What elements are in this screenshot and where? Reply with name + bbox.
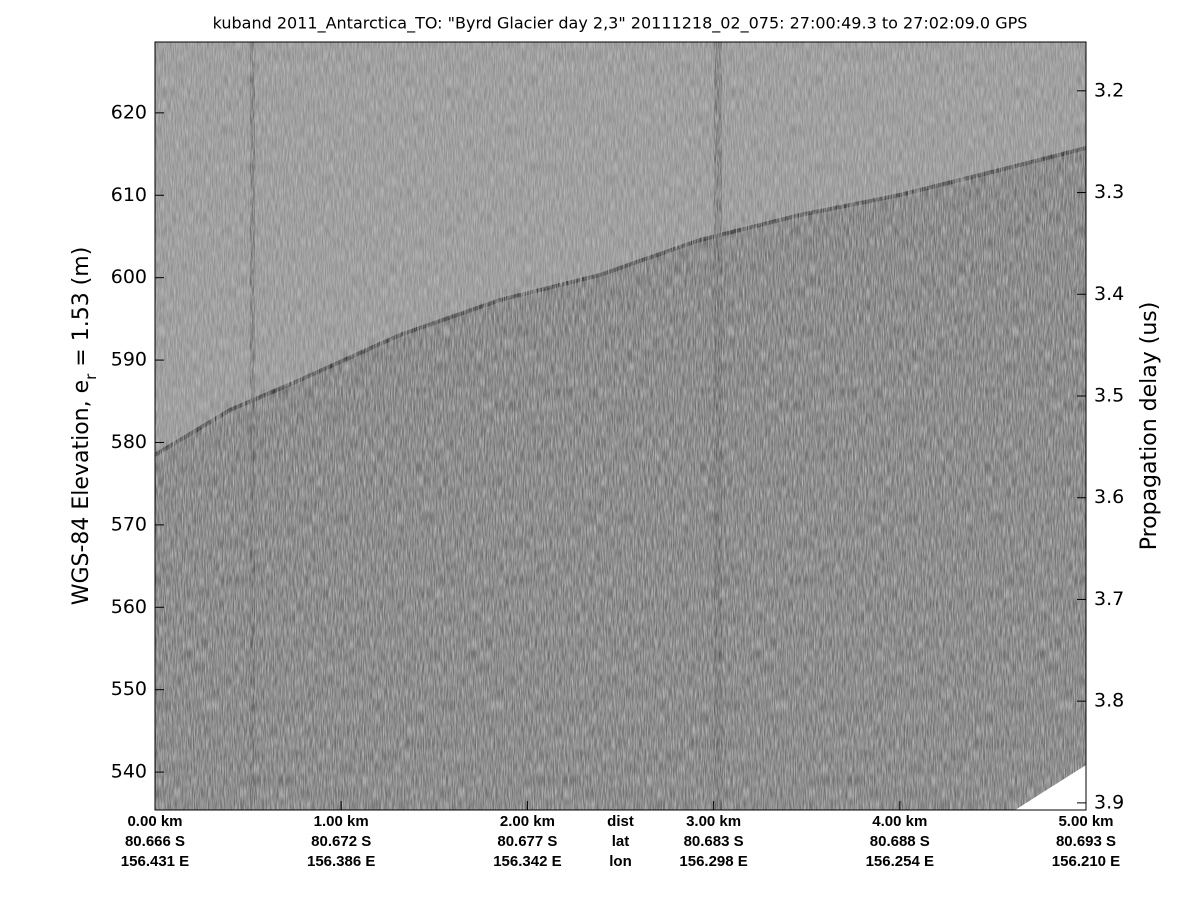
y2-tick-label: 3.5 — [1094, 384, 1124, 406]
y-tick-label: 620 — [111, 101, 147, 123]
lon-label: 156.210 E — [1052, 853, 1120, 870]
x-tick-label: 2.00 km — [500, 813, 555, 830]
y2-tick-label: 3.4 — [1094, 283, 1124, 305]
x-tick-label: 1.00 km — [314, 813, 369, 830]
lon-label: 156.431 E — [121, 853, 189, 870]
y-tick-label: 570 — [111, 513, 147, 535]
y-tick-label: 560 — [111, 596, 147, 618]
y-tick-label: 540 — [111, 761, 147, 783]
y2-tick-label: 3.6 — [1094, 486, 1124, 508]
row-label: lat — [612, 833, 630, 850]
y-label-text: WGS-84 Elevation, e — [69, 380, 94, 605]
lat-label: 80.693 S — [1056, 833, 1116, 850]
lat-label: 80.683 S — [684, 833, 744, 850]
y-tick-label: 550 — [111, 678, 147, 700]
y2-tick-label: 3.2 — [1094, 79, 1124, 101]
y2-axis-label: Propagation delay (us) — [1137, 302, 1162, 551]
y2-tick-label: 3.7 — [1094, 588, 1124, 610]
lon-label: 156.342 E — [493, 853, 561, 870]
row-label: dist — [607, 813, 634, 830]
plot-frame — [154, 41, 1087, 811]
lon-label: 156.298 E — [679, 853, 747, 870]
y-tick-label: 590 — [111, 349, 147, 371]
y-axis-label: WGS-84 Elevation, er = 1.53 (m) — [69, 247, 100, 606]
y-label-rest: = 1.53 (m) — [69, 247, 94, 374]
y-tick-label: 600 — [111, 266, 147, 288]
y2-tick-label: 3.3 — [1094, 181, 1124, 203]
y-tick-label: 610 — [111, 184, 147, 206]
lon-label: 156.386 E — [307, 853, 375, 870]
lat-label: 80.666 S — [125, 833, 185, 850]
row-label: lon — [609, 853, 632, 870]
lat-label: 80.688 S — [870, 833, 930, 850]
x-tick-label: 0.00 km — [127, 813, 182, 830]
y2-tick-label: 3.9 — [1094, 791, 1124, 813]
x-tick-label: 5.00 km — [1058, 813, 1113, 830]
echogram-image — [155, 42, 1086, 810]
y-label-sub: r — [82, 373, 100, 380]
lat-label: 80.677 S — [497, 833, 557, 850]
chart-title: kuband 2011_Antarctica_TO: "Byrd Glacier… — [213, 14, 1028, 34]
y-tick-label: 580 — [111, 431, 147, 453]
lat-label: 80.672 S — [311, 833, 371, 850]
x-tick-label: 4.00 km — [872, 813, 927, 830]
x-tick-label: 3.00 km — [686, 813, 741, 830]
lon-label: 156.254 E — [866, 853, 934, 870]
y2-tick-label: 3.8 — [1094, 690, 1124, 712]
